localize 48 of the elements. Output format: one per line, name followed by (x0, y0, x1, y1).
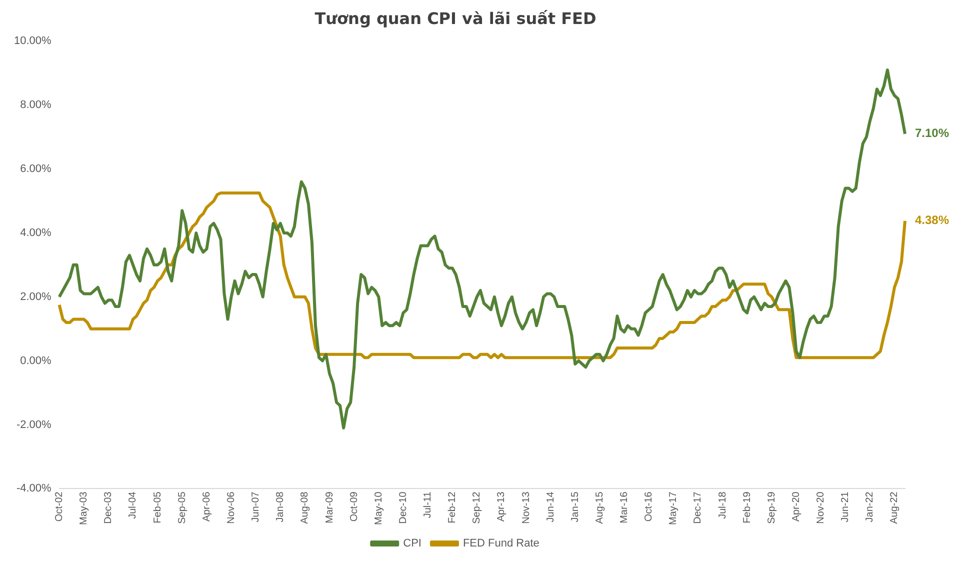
y-tick-label: 6.00% (20, 163, 52, 176)
x-tick-label: Apr-06 (201, 491, 212, 522)
x-tick-label: Aug-15 (594, 491, 606, 524)
x-tick-label: Jun-07 (250, 491, 262, 522)
x-tick-label: May-17 (668, 491, 680, 526)
x-tick-label: Dec-03 (103, 491, 114, 524)
chart-title: Tương quan CPI và lãi suất FED (314, 8, 596, 28)
x-tick-label: Aug-08 (300, 491, 311, 524)
y-tick-label: 4.00% (20, 227, 52, 239)
x-tick-label: May-10 (373, 491, 384, 526)
y-tick-label: 0.00% (20, 354, 52, 367)
x-tick-label: Jul-11 (422, 491, 434, 518)
x-tick-label: Jan-15 (570, 491, 581, 522)
x-tick-label: Feb-19 (742, 491, 753, 524)
x-tick-label: May-03 (78, 491, 90, 526)
x-tick-label: Dec-10 (398, 491, 409, 524)
x-tick-label: Oct-09 (348, 491, 360, 522)
y-tick-label: 8.00% (20, 99, 52, 112)
x-tick-label: Mar-09 (324, 491, 336, 524)
y-tick-label: 2.00% (20, 290, 52, 303)
legend-label: CPI (403, 538, 422, 550)
x-tick-label: Jul-18 (717, 491, 728, 519)
x-tick-label: Jun-14 (545, 491, 556, 522)
x-tick-label: Sep-19 (766, 491, 778, 524)
x-tick-label: Feb-05 (152, 491, 164, 524)
x-tick-label: Sep-05 (176, 491, 188, 524)
x-tick-label: Nov-20 (816, 491, 827, 524)
x-tick-label: Dec-17 (692, 491, 704, 524)
x-tick-label: Jul-04 (128, 491, 139, 519)
x-tick-label: Oct-16 (644, 491, 655, 522)
x-tick-label: Nov-06 (226, 491, 238, 524)
text: 7.10% (915, 126, 950, 140)
x-tick-label: Apr-20 (790, 491, 802, 522)
legend-label: FED Fund Rate (462, 538, 540, 550)
x-tick-label: Mar-16 (619, 491, 630, 524)
x-tick-label: Aug-22 (889, 491, 900, 524)
x-tick-label: Nov-13 (520, 491, 532, 524)
x-tick-label: Apr-13 (496, 491, 508, 522)
x-tick-label: Jun-21 (840, 491, 852, 522)
x-tick-label: Oct-02 (54, 491, 66, 522)
x-tick-label: Jan-22 (864, 491, 876, 522)
x-tick-label: Jan-08 (275, 491, 286, 522)
text: 4.38% (915, 213, 950, 228)
y-tick-label: -2.00% (16, 418, 52, 431)
y-tick-label: -4.00% (16, 482, 52, 495)
y-tick-label: 10.00% (14, 35, 52, 48)
x-tick-label: Feb-12 (447, 491, 458, 524)
x-tick-label: Sep-12 (472, 491, 483, 524)
